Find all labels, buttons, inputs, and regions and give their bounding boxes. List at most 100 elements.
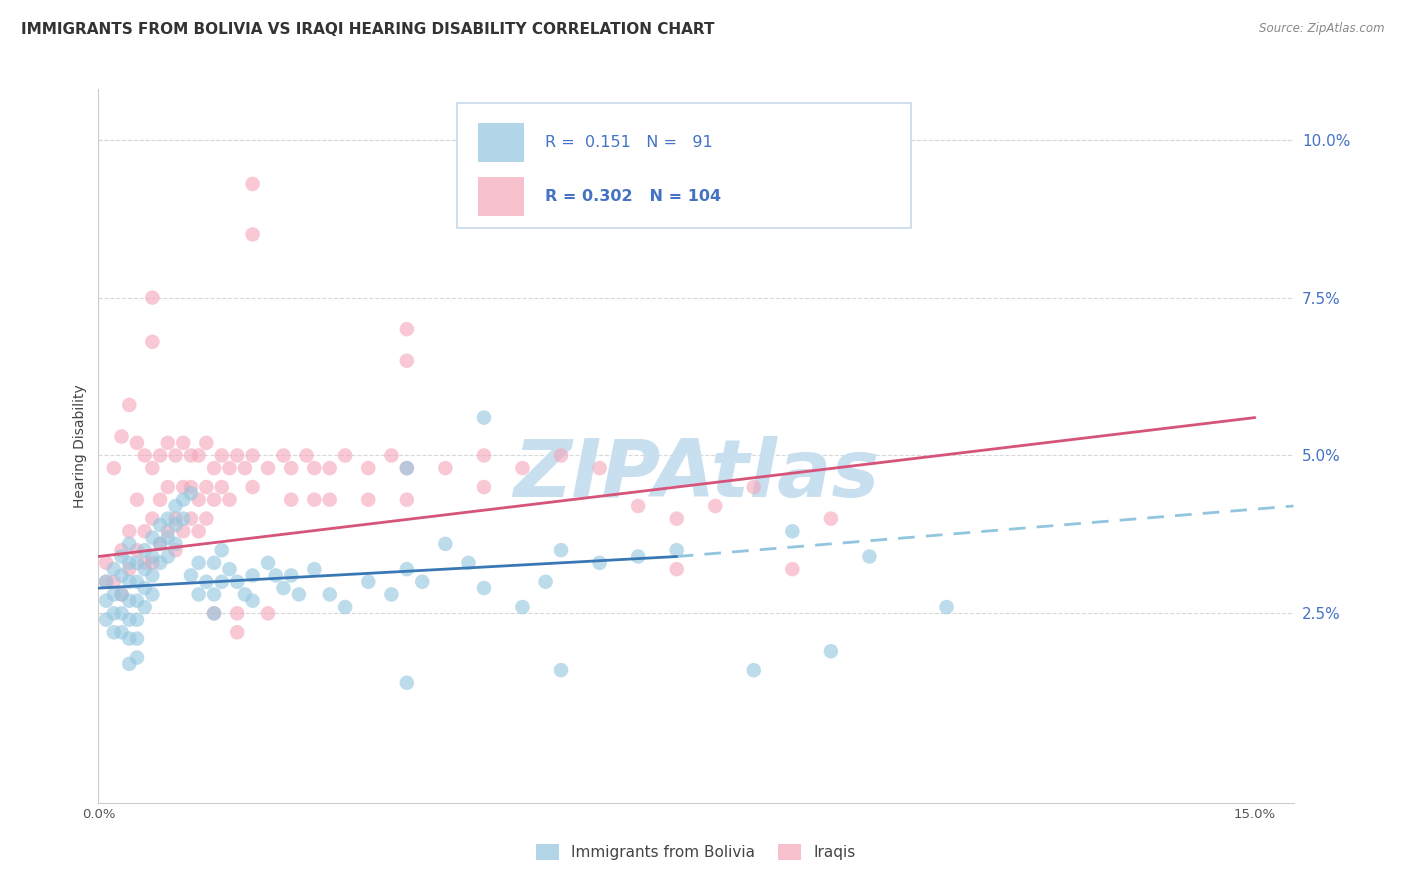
Point — [156, 435, 179, 450]
Point — [118, 398, 141, 412]
Point — [226, 607, 249, 621]
Point — [357, 492, 380, 507]
Point — [103, 625, 125, 640]
Point — [110, 549, 132, 564]
Point — [457, 556, 479, 570]
Point — [742, 663, 765, 677]
Point — [233, 587, 256, 601]
Point — [395, 461, 418, 475]
Point — [472, 480, 495, 494]
Point — [195, 574, 218, 589]
Point — [172, 492, 194, 507]
Point — [202, 587, 225, 601]
Point — [218, 492, 240, 507]
Point — [264, 568, 287, 582]
Point — [187, 492, 209, 507]
Point — [218, 461, 240, 475]
Point — [94, 574, 117, 589]
Point — [588, 556, 610, 570]
Point — [233, 461, 256, 475]
FancyBboxPatch shape — [478, 177, 524, 216]
Point — [125, 574, 148, 589]
Point — [118, 593, 141, 607]
Point — [211, 480, 233, 494]
Point — [534, 574, 557, 589]
Point — [858, 549, 880, 564]
Point — [627, 499, 650, 513]
Point — [304, 461, 326, 475]
Point — [202, 607, 225, 621]
Point — [94, 593, 117, 607]
Point — [180, 480, 202, 494]
Point — [202, 461, 225, 475]
Point — [110, 568, 132, 582]
Point — [782, 562, 804, 576]
Point — [103, 562, 125, 576]
Point — [149, 449, 172, 463]
Point — [295, 449, 318, 463]
Point — [195, 435, 218, 450]
Point — [512, 461, 534, 475]
Point — [820, 511, 842, 525]
Point — [550, 449, 572, 463]
Point — [149, 537, 172, 551]
Point — [257, 461, 280, 475]
Point — [319, 461, 342, 475]
Point — [149, 556, 172, 570]
Point — [550, 663, 572, 677]
Point — [187, 449, 209, 463]
Point — [149, 492, 172, 507]
Point — [357, 574, 380, 589]
Point — [103, 574, 125, 589]
Point — [395, 562, 418, 576]
Point — [242, 449, 264, 463]
Point — [118, 524, 141, 539]
Point — [319, 587, 342, 601]
Point — [134, 543, 156, 558]
Point — [202, 556, 225, 570]
Point — [280, 568, 302, 582]
Point — [125, 632, 148, 646]
Point — [218, 562, 240, 576]
Point — [226, 574, 249, 589]
Point — [665, 511, 688, 525]
Point — [125, 492, 148, 507]
Point — [202, 607, 225, 621]
Point — [742, 480, 765, 494]
Text: Source: ZipAtlas.com: Source: ZipAtlas.com — [1260, 22, 1385, 36]
Point — [257, 556, 280, 570]
Point — [172, 511, 194, 525]
Point — [172, 435, 194, 450]
Point — [472, 581, 495, 595]
Point — [141, 531, 163, 545]
Point — [357, 461, 380, 475]
Point — [141, 549, 163, 564]
Point — [125, 556, 148, 570]
Point — [665, 543, 688, 558]
Point — [242, 568, 264, 582]
Point — [195, 480, 218, 494]
Text: ZIPAtlas: ZIPAtlas — [513, 435, 879, 514]
Point — [156, 549, 179, 564]
Point — [125, 435, 148, 450]
Point — [156, 480, 179, 494]
Point — [141, 334, 163, 349]
Point — [156, 511, 179, 525]
Point — [211, 574, 233, 589]
Point — [280, 461, 302, 475]
Point — [165, 499, 187, 513]
Point — [134, 581, 156, 595]
Point — [118, 556, 141, 570]
Point — [512, 600, 534, 615]
Point — [165, 517, 187, 532]
Point — [242, 593, 264, 607]
Point — [257, 607, 280, 621]
FancyBboxPatch shape — [457, 103, 911, 228]
Text: R =  0.151   N =   91: R = 0.151 N = 91 — [546, 136, 713, 150]
Point — [187, 556, 209, 570]
Point — [211, 449, 233, 463]
Point — [134, 449, 156, 463]
Point — [627, 549, 650, 564]
Point — [110, 543, 132, 558]
Point — [156, 524, 179, 539]
